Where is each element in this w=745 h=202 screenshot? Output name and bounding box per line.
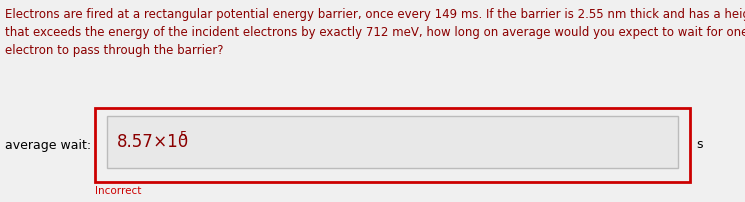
Text: Electrons are fired at a rectangular potential energy barrier, once every 149 ms: Electrons are fired at a rectangular pot… [5,8,745,21]
Text: 5: 5 [179,129,186,142]
Text: Incorrect: Incorrect [95,186,142,196]
Bar [95,108,690,182]
Text: s: s [696,139,703,152]
Bar [107,116,678,168]
Text: 8.57: 8.57 [117,133,153,151]
Text: ×10: ×10 [148,133,188,151]
Text: average wait:: average wait: [5,139,91,152]
Text: electron to pass through the barrier?: electron to pass through the barrier? [5,44,224,57]
Text: that exceeds the energy of the incident electrons by exactly 712 meV, how long o: that exceeds the energy of the incident … [5,26,745,39]
